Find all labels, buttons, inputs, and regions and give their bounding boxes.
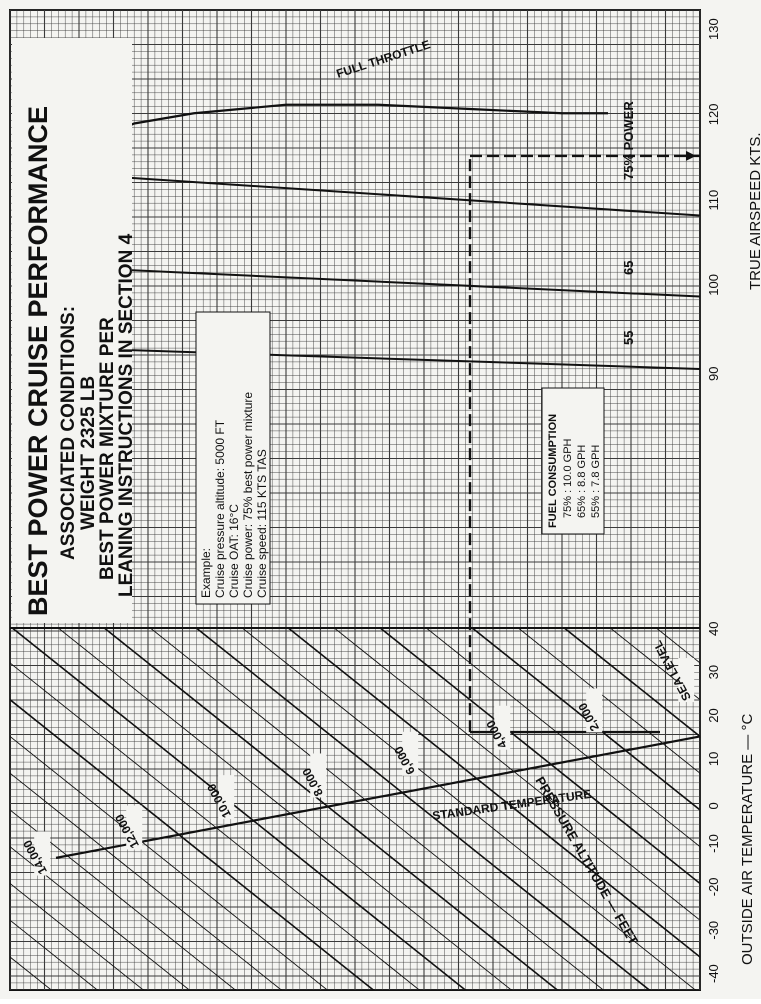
power-label-65: 65 [621,261,636,275]
altitude-line-labelled [352,628,700,990]
fuel-consumption-box [541,387,605,535]
oat-axis-label: OUTSIDE AIR TEMPERATURE — °C [739,714,756,965]
altitude-line [490,628,700,990]
altitude-line [398,628,700,990]
power-line [55,171,700,217]
fuel-heading: FUEL CONSUMPTION [547,414,559,528]
example-line-2: Cruise OAT: 16°C [227,504,241,598]
example-line-3: Cruise power: 75% best power mixture [241,392,255,598]
oat-tick-label: 30 [706,665,721,679]
tas-tick-label: 110 [706,190,721,211]
subtitle-line-2: WEIGHT 2325 LB [78,376,99,530]
altitude-label-bg [126,805,143,850]
oat-tick-label: -40 [706,964,721,983]
tas-tick-label: 120 [706,104,721,126]
altitude-line-labelled [444,628,700,990]
tas-tick-label: 130 [706,18,721,40]
altitude-line-labelled [168,628,659,990]
altitude-line [30,628,520,990]
oat-tick-label: 10 [706,752,721,766]
power-line [55,346,700,370]
altitude-line [10,628,244,990]
example-arrow-head [686,150,696,161]
altitude-label-bg [218,775,235,820]
altitude-label-bg [310,753,327,798]
pressure-altitude-lines [10,628,701,990]
altitude-label-bg [494,705,511,750]
tas-tick-label: 100 [706,274,721,296]
altitude-line [10,628,336,990]
standard-temperature-line [55,735,701,859]
altitude-line [10,628,152,990]
altitude-label-bg [34,831,51,876]
altitude-line-labelled [76,628,567,990]
chart-title: BEST POWER CRUISE PERFORMANCE [23,106,53,616]
example-heading: Example: [199,548,213,598]
fuel-line-2: 65% : 8.8 GPH [576,445,588,518]
oat-tick-label: -10 [706,834,721,853]
subtitle-line-3: BEST POWER MIXTURE PER [97,317,118,580]
tas-tick-label: 90 [706,367,721,381]
title-background [12,38,132,623]
power-label-75: 75% POWER [621,101,636,180]
altitude-line-labelled [260,628,700,990]
power-line [55,265,700,298]
subtitle-line-1: ASSOCIATED CONDITIONS: [58,306,79,560]
altitude-line [122,628,612,990]
altitude-line [582,628,700,990]
oat-tick-label: -30 [706,921,721,940]
altitude-line [10,628,198,990]
altitude-line [10,628,60,990]
oat-tick-label: 0 [706,802,721,809]
oat-tick-label: -20 [706,877,721,896]
altitude-line [10,628,14,990]
altitude-line [10,628,106,990]
tas-axis-label: TRUE AIRSPEED KTS. [747,132,761,290]
power-label-55: 55 [621,331,636,345]
altitude-line-labelled [10,628,383,990]
fuel-line-3: 55% : 7.8 GPH [590,445,602,518]
altitude-line [214,628,700,990]
altitude-line [10,628,428,990]
fuel-line-1: 75% : 10.0 GPH [562,438,574,518]
altitude-line [306,628,700,990]
oat-tick-label: 20 [706,708,721,722]
example-box [195,311,271,605]
altitude-line [10,628,290,990]
altitude-line-family [10,628,700,990]
altitude-label-bg [678,658,695,703]
altitude-line-labelled [536,628,700,990]
subtitle-line-4: LEANING INSTRUCTIONS IN SECTION 4 [116,233,137,597]
example-line-4: Cruise speed: 115 KTS TAS [255,449,269,598]
altitude-label-bg [402,731,419,776]
oat-tick-label: 40 [706,622,721,636]
example-line-1: Cruise pressure altitude: 5000 FT [213,419,227,598]
altitude-line-labelled [10,628,475,990]
altitude-label-bg [586,688,603,733]
